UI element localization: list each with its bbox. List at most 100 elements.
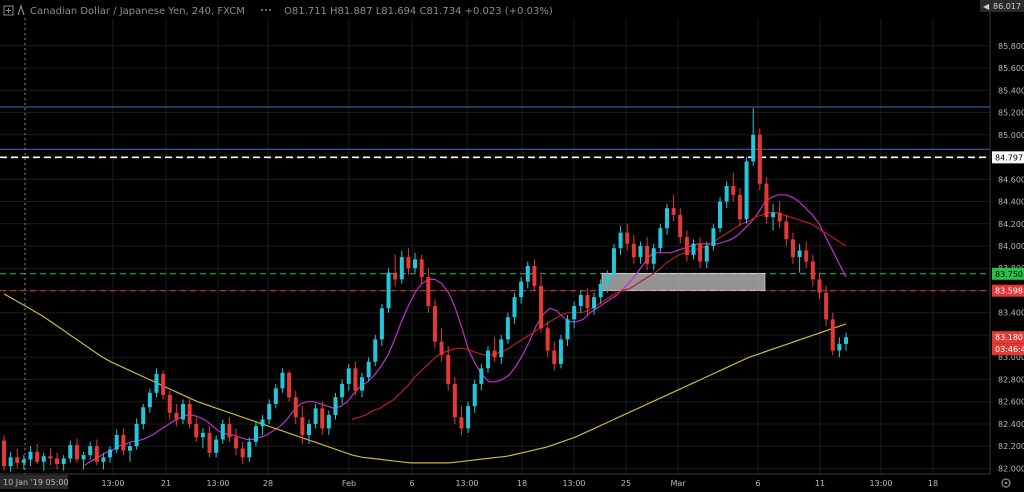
candle-body — [718, 201, 723, 229]
candle-body — [81, 455, 86, 460]
candle-body — [333, 397, 338, 416]
candle-body — [21, 459, 26, 463]
time-tick-label: 13:00 — [455, 479, 478, 488]
top-price-label: 86.017 ◀ — [980, 0, 1024, 12]
candle-body — [598, 283, 603, 298]
candle-body — [353, 368, 358, 391]
candle-body — [41, 456, 46, 462]
candle-body — [678, 214, 683, 238]
time-axis[interactable] — [0, 474, 1024, 492]
price-label-text: 84.797 — [995, 153, 1023, 162]
price-axis[interactable] — [990, 0, 1024, 474]
candle-body — [28, 451, 33, 460]
candle-body — [194, 423, 199, 438]
chart-symbol-icon — [17, 4, 25, 16]
candle-body — [366, 361, 371, 378]
price-tick-label: 83.400 — [998, 309, 1024, 318]
candle-body — [499, 339, 504, 358]
candle-body — [61, 458, 66, 464]
candle-body — [439, 341, 444, 355]
price-label-text: 83.750 — [995, 270, 1023, 279]
price-tick-label: 84.600 — [998, 175, 1024, 184]
horizontal-lines[interactable] — [0, 106, 990, 292]
candle-body — [287, 372, 292, 398]
time-tick-label: 6 — [755, 479, 760, 488]
candle-body — [94, 446, 99, 462]
candle-body — [830, 319, 835, 351]
candle-body — [386, 272, 391, 309]
candle-body — [260, 419, 265, 427]
candle-body — [346, 368, 351, 384]
plus-square-icon[interactable] — [3, 5, 14, 16]
time-tick-label: 6 — [409, 479, 414, 488]
candle-body — [452, 383, 457, 418]
candle-body — [810, 261, 815, 280]
candle-body — [214, 439, 219, 453]
candle-body — [174, 412, 179, 420]
candle-body — [181, 403, 186, 420]
time-tick-label: 13:00 — [206, 479, 229, 488]
candle-body — [731, 185, 736, 195]
candle-body — [35, 451, 40, 462]
candle-body — [751, 134, 756, 162]
candle-body — [505, 317, 510, 340]
candle-body — [492, 350, 497, 358]
support-zone[interactable] — [601, 272, 766, 291]
candle-body — [651, 248, 656, 264]
price-tick-label: 82.400 — [998, 420, 1024, 429]
candle-body — [737, 194, 742, 220]
time-tick-label: 13:00 — [562, 479, 585, 488]
candle-body — [207, 432, 212, 453]
candle-body — [817, 279, 822, 293]
candle-body — [797, 250, 802, 258]
candle-body — [804, 250, 809, 262]
price-tick-label: 82.200 — [998, 442, 1024, 451]
candle-body — [154, 373, 159, 393]
moving-averages — [3, 194, 847, 466]
candle-body — [552, 350, 557, 364]
time-tick-label: Mar — [670, 479, 686, 488]
candle-body — [585, 294, 590, 309]
price-tick-label: 85.800 — [998, 42, 1024, 51]
candle-body — [413, 259, 418, 269]
candle-body — [777, 212, 782, 222]
candle-body — [578, 294, 583, 307]
time-tick-label: 13:00 — [869, 479, 892, 488]
candle-body — [326, 415, 331, 429]
candle-body — [704, 246, 709, 262]
candle-body — [757, 134, 762, 184]
candle-body — [698, 243, 703, 262]
candle-body — [293, 397, 298, 418]
candle-body — [837, 343, 842, 351]
candle-body — [611, 248, 616, 275]
candle-body — [446, 354, 451, 384]
top-price-marker: ◀ — [983, 2, 990, 11]
candle-body — [15, 457, 20, 463]
candle-body — [306, 423, 311, 436]
candle-body — [2, 440, 6, 467]
chart-title[interactable]: Canadian Dollar / Japanese Yen, 240, FXC… — [30, 6, 245, 17]
candle-body — [565, 319, 570, 340]
candle-body — [824, 292, 829, 320]
candle-body — [532, 266, 537, 287]
price-tick-label: 83.000 — [998, 353, 1024, 362]
time-tick-label: 25 — [621, 479, 631, 488]
candle-body — [664, 208, 669, 229]
zone-rect[interactable] — [601, 272, 766, 291]
candle-body — [373, 339, 378, 362]
candle-body — [161, 373, 166, 396]
price-tick-label: 85.000 — [998, 131, 1024, 140]
dots-icon[interactable] — [261, 9, 271, 11]
candles — [2, 108, 848, 472]
candle-body — [691, 243, 696, 255]
candle-body — [88, 446, 93, 456]
candle-body — [671, 208, 676, 215]
candle-body — [240, 448, 245, 458]
moving-average-line — [84, 194, 847, 466]
price-tick-label: 85.600 — [998, 64, 1024, 73]
settings-circle-icon[interactable] — [1001, 478, 1011, 488]
candle-body — [227, 423, 232, 438]
candle-body — [419, 259, 424, 278]
price-label-box — [992, 267, 1024, 280]
